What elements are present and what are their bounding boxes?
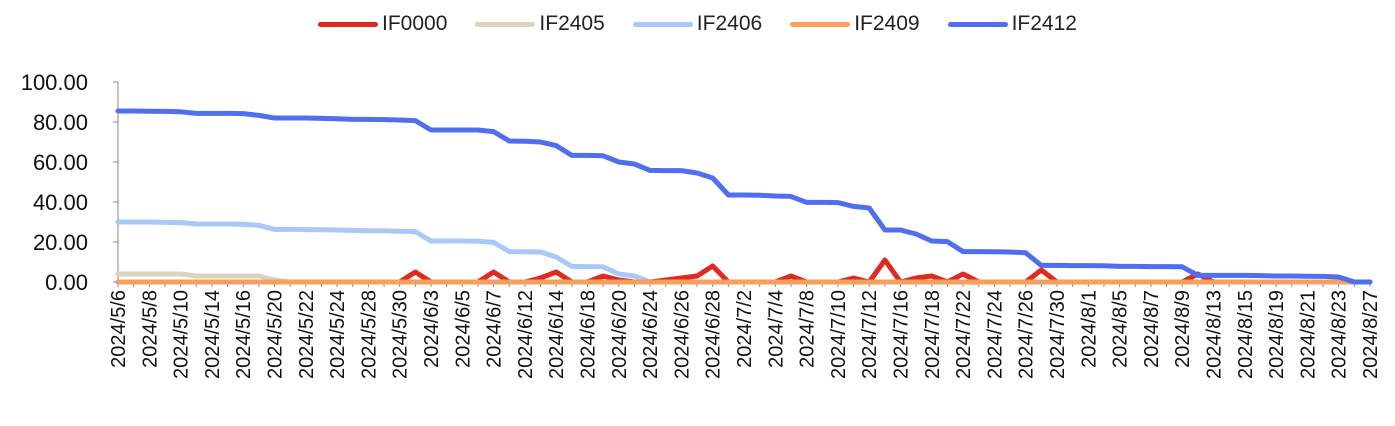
x-tick-label: 2024/5/8 (139, 290, 161, 368)
x-tick-label: 2024/7/12 (859, 290, 881, 379)
x-tick-label: 2024/8/7 (1141, 290, 1163, 368)
legend-label: IF2409 (854, 12, 920, 35)
x-tick-label: 2024/8/23 (1329, 290, 1351, 379)
y-tick-label: 0.00 (45, 270, 88, 295)
series-line-if2412 (115, 108, 1373, 285)
x-tick-label: 2024/7/16 (891, 290, 913, 379)
x-tick-label: 2024/8/9 (1172, 290, 1194, 368)
x-tick-label: 2024/5/20 (265, 290, 287, 379)
x-tick-label: 2024/7/26 (1016, 290, 1038, 379)
y-tick-label: 60.00 (33, 150, 88, 175)
legend-swatch (790, 21, 851, 27)
x-tick-label: 2024/8/15 (1235, 290, 1257, 379)
legend-item-if2405: IF2405 (475, 12, 605, 36)
x-tick-label: 2024/8/19 (1266, 290, 1288, 379)
legend-swatch (632, 21, 693, 27)
x-tick-label: 2024/7/22 (953, 290, 975, 379)
legend-swatch (475, 21, 536, 27)
x-tick-label: 2024/8/27 (1360, 290, 1382, 379)
y-tick-label: 20.00 (33, 230, 88, 255)
x-tick-label: 2024/5/14 (202, 290, 224, 379)
legend-item-if2412: IF2412 (947, 12, 1077, 36)
legend-label: IF0000 (382, 12, 448, 35)
series-line-if2406 (115, 219, 1373, 285)
x-tick-label: 2024/6/24 (640, 290, 662, 379)
legend: IF0000 IF2405 IF2406 IF2409 IF2412 (0, 12, 1395, 36)
x-tick-label: 2024/8/13 (1204, 290, 1226, 379)
x-tick-label: 2024/7/8 (797, 290, 819, 368)
x-tick-label: 2024/5/28 (358, 290, 380, 379)
x-tick-label: 2024/5/24 (327, 290, 349, 379)
x-tick-label: 2024/6/26 (671, 290, 693, 379)
x-tick-label: 2024/8/21 (1297, 290, 1319, 379)
legend-item-if2409: IF2409 (790, 12, 920, 36)
y-tick-label: 40.00 (33, 190, 88, 215)
x-tick-label: 2024/5/30 (390, 290, 412, 379)
x-tick-label: 2024/7/30 (1047, 290, 1069, 379)
legend-item-if2406: IF2406 (632, 12, 763, 36)
x-tick-label: 2024/6/14 (546, 290, 568, 379)
x-tick-label: 2024/5/6 (108, 290, 130, 368)
x-tick-label: 2024/5/16 (233, 290, 255, 379)
x-tick-label: 2024/7/4 (765, 290, 787, 368)
legend-label: IF2405 (539, 12, 605, 35)
legend-swatch (318, 21, 379, 27)
legend-item-if0000: IF0000 (318, 12, 447, 36)
x-tick-label: 2024/6/20 (609, 290, 631, 379)
x-tick-label: 2024/7/2 (734, 290, 756, 368)
x-tick-label: 2024/6/28 (703, 290, 725, 379)
legend-swatch (947, 21, 1008, 27)
x-tick-label: 2024/6/3 (421, 290, 443, 368)
y-tick-label: 80.00 (33, 110, 88, 135)
x-tick-label: 2024/5/10 (171, 290, 193, 379)
x-tick-label: 2024/8/1 (1078, 290, 1100, 368)
x-tick-label: 2024/6/18 (578, 290, 600, 379)
x-tick-label: 2024/6/5 (452, 290, 474, 368)
legend-label: IF2412 (1011, 12, 1077, 35)
x-tick-label: 2024/6/7 (484, 290, 506, 368)
x-tick-label: 2024/7/24 (984, 290, 1006, 379)
y-tick-label: 100.00 (21, 70, 88, 95)
x-tick-label: 2024/6/12 (515, 290, 537, 379)
x-tick-label: 2024/7/10 (828, 290, 850, 379)
x-tick-label: 2024/8/5 (1110, 290, 1132, 368)
x-tick-label: 2024/5/22 (296, 290, 318, 379)
legend-label: IF2406 (696, 12, 763, 35)
series-line-if0000 (115, 257, 1373, 285)
x-tick-label: 2024/7/18 (922, 290, 944, 379)
